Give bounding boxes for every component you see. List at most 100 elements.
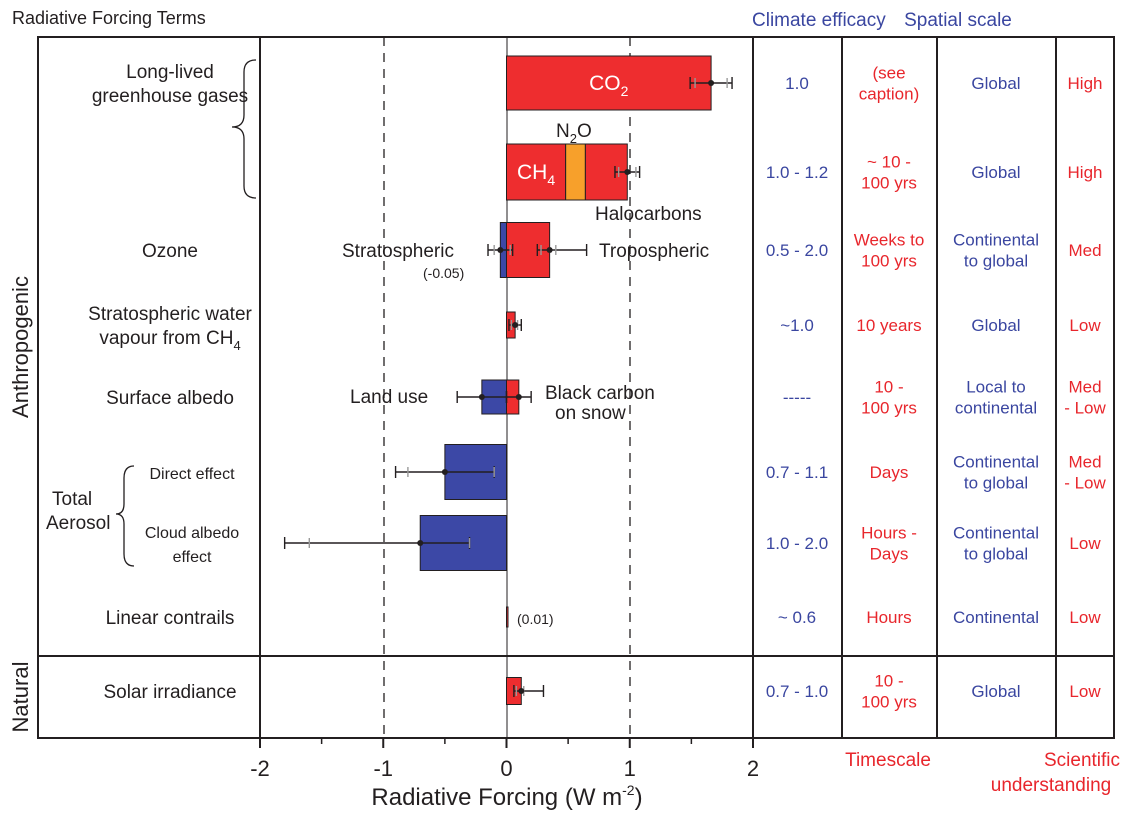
error-point [417, 540, 424, 546]
understanding-cell: Med [1068, 241, 1101, 260]
efficacy-cell: 0.7 - 1.0 [766, 682, 828, 701]
spatial-cell: to global [964, 252, 1028, 271]
efficacy-cell: ~ 0.6 [778, 608, 816, 627]
error-point [515, 394, 522, 400]
understanding-cell: Med [1068, 378, 1101, 397]
spatial-cell: Local to [966, 378, 1026, 397]
timescale-cell: Hours - [861, 524, 917, 543]
spatial-cell: continental [955, 399, 1037, 418]
tropospheric-label: Tropospheric [599, 241, 709, 262]
row-label: Cloud albedo [145, 525, 239, 542]
error-point [624, 169, 631, 175]
error-point [497, 247, 504, 253]
error-point [512, 322, 519, 328]
efficacy-cell: 1.0 - 2.0 [766, 534, 828, 553]
understanding-cell: - Low [1064, 474, 1106, 493]
spatial-cell: Continental [953, 231, 1039, 250]
understanding-cell: Low [1069, 534, 1101, 553]
bar [506, 55, 712, 111]
spatial-cell: Continental [953, 524, 1039, 543]
footer-understanding: understanding [991, 775, 1111, 796]
row-labels: Long-lived greenhouse gases Ozone Stratosph… [88, 62, 252, 703]
row-label: vapour from CH4 [99, 328, 240, 353]
brace-aerosol [115, 465, 135, 567]
understanding-cell: High [1068, 163, 1103, 182]
header-climate-efficacy: Climate efficacy [752, 10, 886, 31]
black-carbon-label-2: on snow [555, 403, 626, 424]
row-label: greenhouse gases [92, 86, 248, 107]
timescale-cell: 10 years [856, 316, 921, 335]
x-tick-label: 2 [747, 756, 759, 781]
timescale-cell: Days [870, 463, 909, 482]
timescale-cell: ~ 10 - [867, 153, 911, 172]
row-label: Stratospheric water [88, 304, 252, 325]
black-carbon-label-1: Black carbon [545, 383, 655, 404]
spatial-cell: Continental [953, 608, 1039, 627]
x-axis-ticks: -2 -1 0 1 2 [250, 738, 759, 781]
x-tick-label: 0 [500, 756, 512, 781]
x-axis-label: Radiative Forcing (W m-2) [371, 782, 642, 811]
understanding-cell: - Low [1064, 399, 1106, 418]
chart-frame [37, 36, 1115, 739]
row-label: Solar irradiance [103, 682, 236, 703]
row-label: Long-lived [126, 62, 214, 83]
timescale-cell: 10 - [874, 672, 903, 691]
row-label: Direct effect [149, 466, 235, 483]
understanding-cell: Med [1068, 453, 1101, 472]
stratospheric-label: Stratospheric [342, 241, 454, 262]
stratospheric-value: (-0.05) [423, 265, 464, 281]
info-columns: 1.0 (see caption) Global High 1.0 - 1.2 ~ 10 -… [766, 64, 1107, 712]
error-point [708, 80, 715, 86]
bar [506, 143, 567, 201]
chart-title: Radiative Forcing Terms [12, 8, 206, 28]
timescale-cell: Hours [866, 608, 911, 627]
brace-ghg [231, 59, 257, 199]
efficacy-cell: ----- [783, 388, 811, 407]
efficacy-cell: 1.0 - 1.2 [766, 163, 828, 182]
header-spatial-scale: Spatial scale [904, 10, 1012, 31]
x-tick-label: -1 [373, 756, 393, 781]
bar [506, 606, 509, 628]
timescale-cell: 100 yrs [861, 693, 917, 712]
x-tick-label: -2 [250, 756, 270, 781]
row-label: effect [173, 549, 212, 566]
n2o-label: N2O [556, 121, 592, 146]
row-label: Ozone [142, 241, 198, 262]
understanding-cell: Low [1069, 682, 1101, 701]
understanding-cell: Low [1069, 608, 1101, 627]
spatial-cell: Continental [953, 453, 1039, 472]
spatial-cell: to global [964, 545, 1028, 564]
efficacy-cell: 1.0 [785, 74, 809, 93]
x-tick-label: 1 [624, 756, 636, 781]
error-point [441, 469, 448, 475]
row-label: Surface albedo [106, 388, 234, 409]
understanding-cell: Low [1069, 316, 1101, 335]
timescale-cell: caption) [859, 85, 919, 104]
group-label-natural: Natural [8, 662, 33, 733]
group-label-anthropogenic: Anthropogenic [8, 276, 33, 418]
spatial-cell: Global [971, 74, 1020, 93]
spatial-cell: Global [971, 316, 1020, 335]
footer-scientific: Scientific [1044, 750, 1120, 771]
spatial-cell: Global [971, 682, 1020, 701]
error-point [478, 394, 485, 400]
error-point [518, 688, 525, 694]
efficacy-cell: 0.7 - 1.1 [766, 463, 828, 482]
timescale-cell: 100 yrs [861, 399, 917, 418]
aerosol-label-aerosol: Aerosol [46, 513, 110, 534]
timescale-cell: Weeks to [854, 231, 925, 250]
contrails-value: (0.01) [517, 611, 554, 627]
spatial-cell: to global [964, 474, 1028, 493]
timescale-cell: 100 yrs [861, 252, 917, 271]
timescale-cell: 10 - [874, 378, 903, 397]
bar [565, 143, 586, 201]
aerosol-label-total: Total [52, 489, 92, 510]
efficacy-cell: ~1.0 [780, 316, 814, 335]
halocarbons-label: Halocarbons [595, 204, 702, 225]
error-point [546, 247, 553, 253]
efficacy-cell: 0.5 - 2.0 [766, 241, 828, 260]
spatial-cell: Global [971, 163, 1020, 182]
understanding-cell: High [1068, 74, 1103, 93]
